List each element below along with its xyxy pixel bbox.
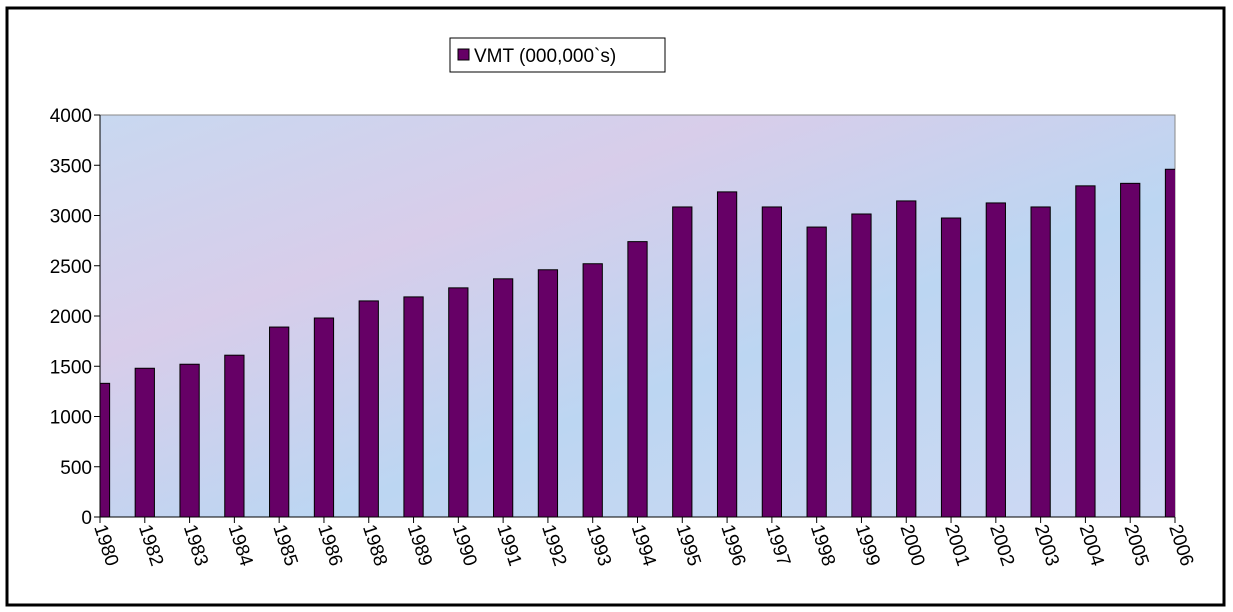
bar [806, 226, 827, 517]
bar [403, 296, 424, 517]
bar [851, 213, 872, 517]
bar [179, 363, 200, 517]
legend: VMT (000,000`s) [449, 37, 666, 73]
bar [1030, 206, 1051, 517]
bar [1075, 185, 1096, 517]
y-tick-label: 500 [60, 458, 92, 479]
bar [672, 206, 693, 517]
y-tick-label: 2000 [50, 307, 92, 328]
y-tick-label: 3000 [50, 207, 92, 228]
bar [100, 382, 111, 517]
y-tick-label: 0 [81, 508, 92, 529]
legend-box [449, 37, 666, 73]
bar [492, 278, 514, 517]
y-tick-label: 2500 [50, 257, 92, 278]
bar [940, 217, 962, 517]
bar [627, 241, 648, 517]
y-tick-label: 4000 [50, 106, 92, 127]
bar [224, 354, 245, 517]
bar [1120, 182, 1141, 517]
legend-label: VMT (000,000`s) [474, 46, 616, 67]
bar [134, 367, 155, 517]
bar [1164, 168, 1175, 517]
y-tick-label: 1500 [50, 357, 92, 378]
y-tick-label: 3500 [50, 156, 92, 177]
bar [582, 263, 603, 517]
bar [537, 269, 559, 517]
bar [448, 287, 469, 517]
bar [269, 326, 290, 517]
bar [716, 191, 738, 517]
y-tick-label: 1000 [50, 408, 92, 429]
bars [100, 168, 1175, 517]
bar [985, 202, 1006, 517]
bar [761, 206, 783, 517]
bar [358, 300, 379, 517]
bar [896, 200, 917, 517]
legend-swatch [457, 48, 470, 61]
bar [313, 317, 335, 517]
